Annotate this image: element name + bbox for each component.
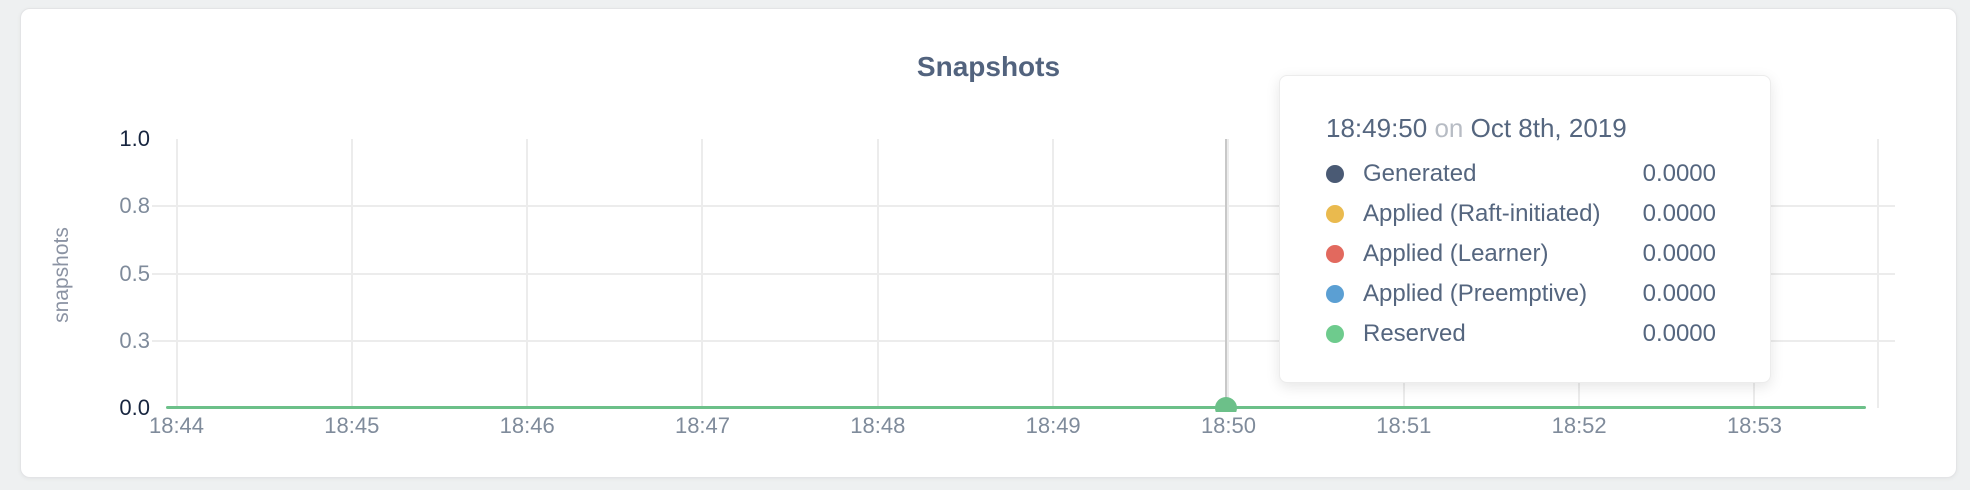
x-tick-label: 18:45 xyxy=(324,413,380,438)
x-tick-label: 18:47 xyxy=(674,413,731,438)
tooltip-row: Applied (Preemptive) 0.0000 xyxy=(1326,274,1716,314)
tooltip-title: 18:49:50 on Oct 8th, 2019 xyxy=(1326,112,1716,144)
tooltip-row: Applied (Learner) 0.0000 xyxy=(1326,234,1716,274)
series-value: 0.0000 xyxy=(1642,240,1716,267)
series-value: 0.0000 xyxy=(1642,320,1716,347)
gridline-horizontal xyxy=(152,205,1895,208)
series-color-dot xyxy=(1326,165,1344,183)
series-name: Applied (Raft-initiated) xyxy=(1363,200,1601,227)
chart-title: Snapshots xyxy=(916,51,1061,82)
tooltip-legend: Generated 0.0000 Applied (Raft-initiated) 0… xyxy=(1326,154,1716,354)
hover-guideline xyxy=(1225,139,1227,408)
y-tick-label: 0.0 xyxy=(119,395,150,420)
tooltip-row: Generated 0.0000 xyxy=(1326,154,1716,194)
series-value: 0.0000 xyxy=(1642,280,1716,307)
hover-point-dot xyxy=(1215,397,1237,412)
x-tick-label: 18:50 xyxy=(1200,413,1256,438)
gridline-horizontal xyxy=(152,272,1895,275)
tooltip-conjunction: on xyxy=(1434,113,1464,143)
x-tick-label: 18:51 xyxy=(1376,413,1432,438)
x-tick-label: 18:49 xyxy=(1025,413,1081,438)
x-tick-label: 18:44 xyxy=(148,413,205,438)
chart-tooltip: 18:49:50 on Oct 8th, 2019 Generated 0.000… xyxy=(1279,75,1771,383)
tooltip-time: 18:49:50 xyxy=(1326,113,1428,143)
y-tick-label: 0.3 xyxy=(119,327,150,353)
series-color-dot xyxy=(1326,205,1344,223)
series-line-reserved xyxy=(166,406,1866,409)
series-name: Applied (Preemptive) xyxy=(1363,280,1588,307)
series-color-dot xyxy=(1326,245,1344,263)
series-color-dot xyxy=(1326,285,1344,303)
series-color-dot xyxy=(1326,325,1344,343)
gridline-horizontal xyxy=(152,339,1895,342)
series-value: 0.0000 xyxy=(1642,160,1716,187)
y-tick-label: 1.0 xyxy=(119,126,150,151)
hover-dot-clip xyxy=(1204,386,1248,412)
x-tick-label: 18:48 xyxy=(850,413,906,438)
series-name: Applied (Learner) xyxy=(1363,240,1549,267)
x-tick-label: 18:46 xyxy=(499,413,555,438)
tooltip-row: Reserved 0.0000 xyxy=(1326,314,1716,354)
x-tick-label: 18:52 xyxy=(1551,413,1607,438)
y-tick-label: 0.8 xyxy=(119,193,150,219)
y-tick-label: 0.5 xyxy=(119,260,150,286)
tooltip-date: Oct 8th, 2019 xyxy=(1470,113,1627,143)
series-name: Generated xyxy=(1363,160,1477,187)
tooltip-row: Applied (Raft-initiated) 0.0000 xyxy=(1326,194,1716,234)
series-name: Reserved xyxy=(1363,320,1466,347)
series-value: 0.0000 xyxy=(1642,200,1716,227)
x-tick-label: 18:53 xyxy=(1726,413,1782,438)
